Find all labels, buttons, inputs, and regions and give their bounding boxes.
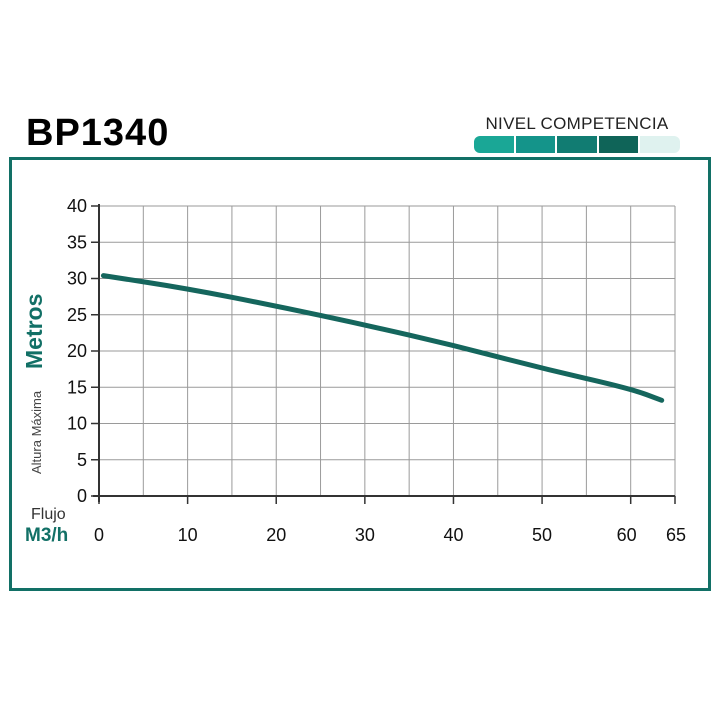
- x-tick-label: 10: [178, 525, 198, 545]
- model-title: BP1340: [26, 112, 170, 154]
- competence-level: NIVEL COMPETENCIA: [474, 114, 680, 153]
- y-tick-label: 35: [67, 232, 87, 252]
- y-tick-label: 15: [67, 377, 87, 397]
- x-tick-label: 60: [617, 525, 637, 545]
- x-axis-sub-label: Flujo: [31, 506, 66, 523]
- y-tick-label: 40: [67, 196, 87, 216]
- y-tick-labels: 0 5 10 15 20 25 30 35 40: [67, 196, 87, 506]
- y-tick-label: 25: [67, 305, 87, 325]
- competence-level-segment-3: [557, 136, 597, 153]
- chart-frame: [9, 157, 711, 591]
- competence-level-bar: [474, 136, 680, 153]
- y-axis-sub-label: Altura Máxima: [29, 390, 44, 474]
- axes: [91, 204, 676, 504]
- grid: [99, 205, 676, 496]
- series: [100, 273, 665, 403]
- competence-level-segment-5: [640, 136, 680, 153]
- competence-level-segment-2: [515, 136, 556, 153]
- y-tick-label: 30: [67, 269, 87, 289]
- competence-level-segment-4: [598, 136, 639, 153]
- x-axis-label: M3/h: [25, 525, 68, 546]
- x-tick-label: 50: [532, 525, 552, 545]
- x-tick-label: 40: [443, 525, 463, 545]
- competence-level-segment-1: [474, 136, 514, 153]
- x-tick-label: 65: [666, 525, 686, 545]
- competence-level-label: NIVEL COMPETENCIA: [485, 114, 669, 133]
- y-axis-label: Metros: [21, 294, 47, 369]
- y-tick-label: 5: [77, 450, 87, 470]
- x-tick-label: 20: [266, 525, 286, 545]
- x-tick-label: 0: [94, 525, 104, 545]
- y-tick-label: 0: [77, 486, 87, 506]
- x-tick-labels: 0 10 20 30 40 50 60 65: [94, 525, 686, 545]
- y-tick-label: 10: [67, 414, 87, 434]
- y-tick-label: 20: [67, 341, 87, 361]
- x-tick-label: 30: [355, 525, 375, 545]
- series-line-1: [100, 273, 665, 403]
